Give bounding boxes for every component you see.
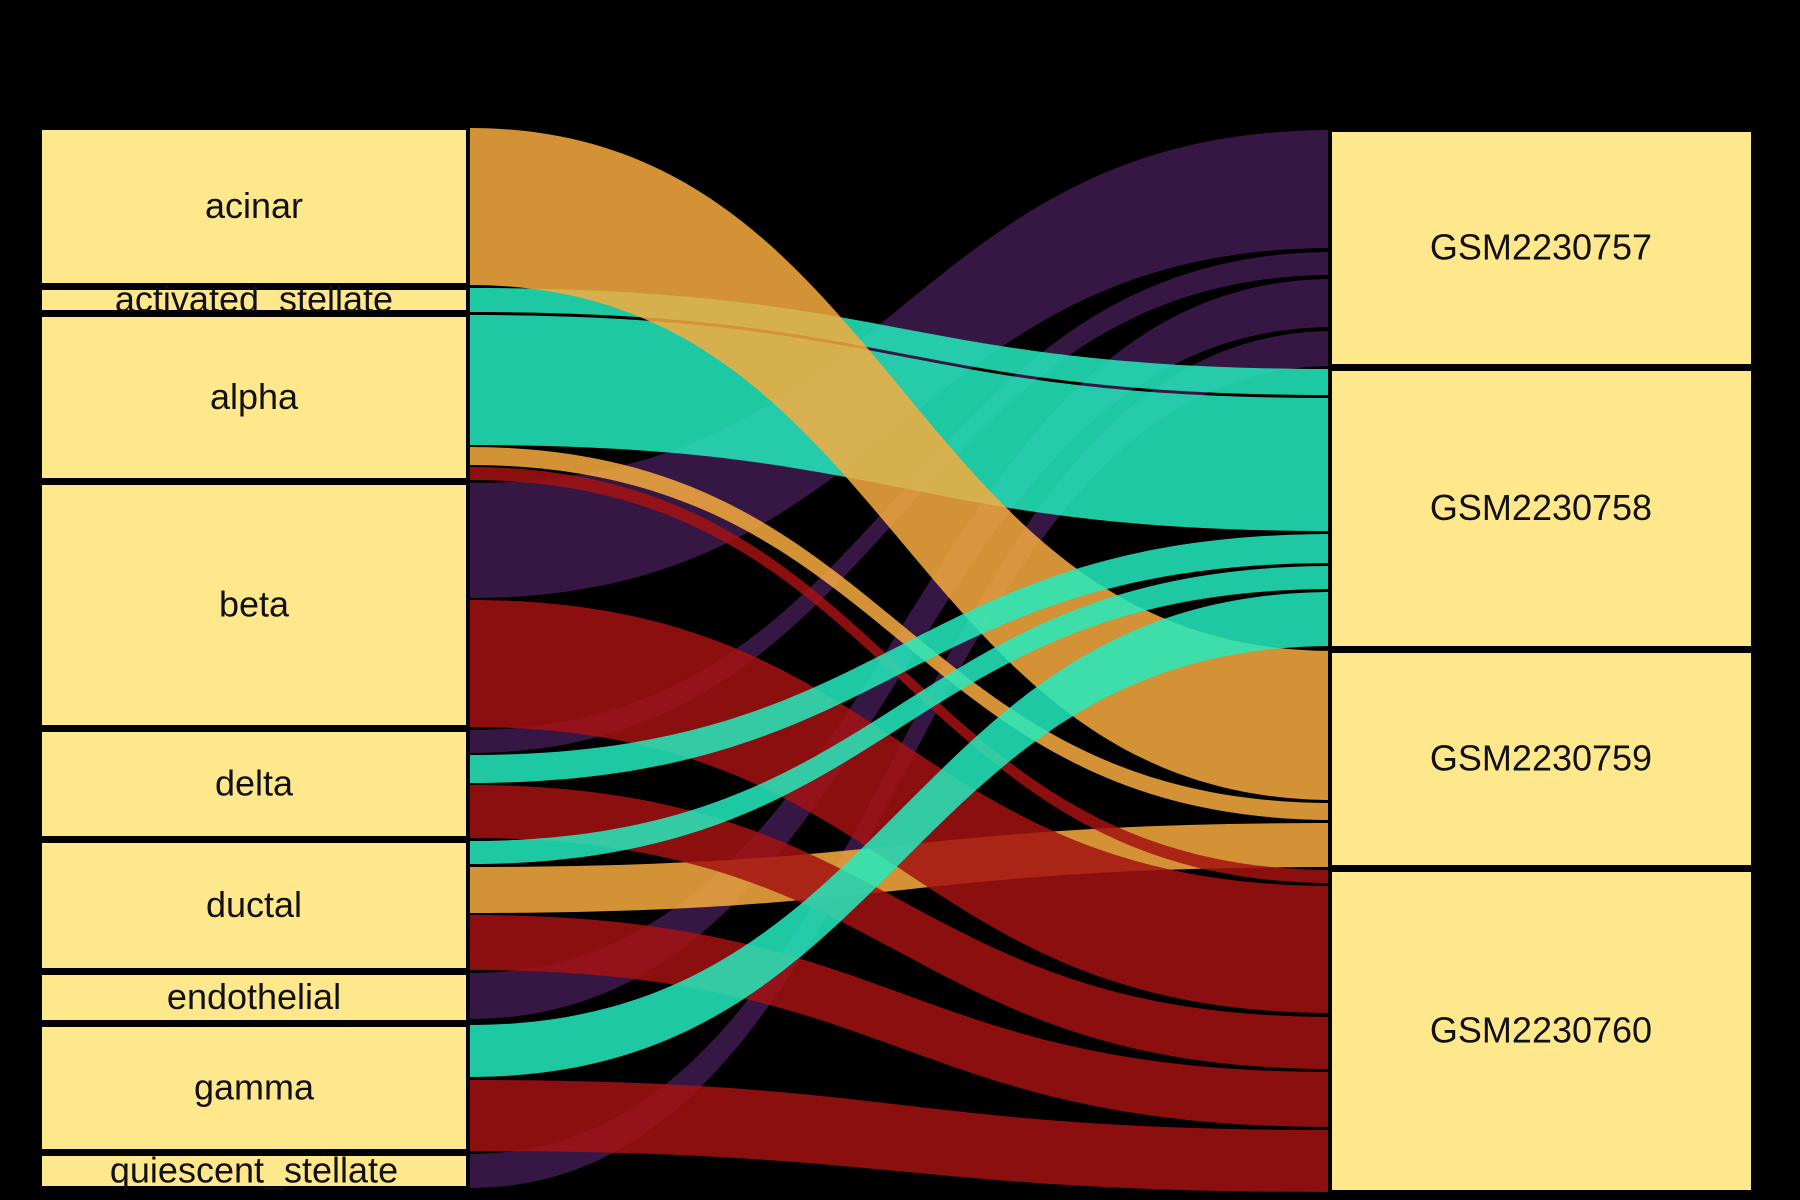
sankey-node-label-GSM2230757: GSM2230757 <box>1430 227 1652 268</box>
sankey-node-label-endothelial: endothelial <box>167 976 341 1017</box>
sankey-node-GSM2230759[interactable] <box>1328 649 1755 869</box>
sankey-node-label-acinar: acinar <box>205 185 303 226</box>
sankey-node-acinar[interactable] <box>38 126 470 287</box>
sankey-node-GSM2230757[interactable] <box>1328 128 1755 368</box>
sankey-node-alpha[interactable] <box>38 313 470 482</box>
sankey-link-delta-GSM2230760[interactable] <box>470 785 1334 1069</box>
sankey-node-delta[interactable] <box>38 728 470 840</box>
sankey-node-activated_stellate[interactable] <box>38 286 470 314</box>
sankey-node-gamma[interactable] <box>38 1023 470 1153</box>
sankey-node-quiescent_stellate[interactable] <box>38 1152 470 1190</box>
sankey-node-label-GSM2230760: GSM2230760 <box>1430 1010 1652 1051</box>
sankey-link-alpha-GSM2230760[interactable] <box>470 467 1334 883</box>
sankey-node-label-activated_stellate: activated_stellate <box>115 279 393 320</box>
sankey-link-delta-GSM2230758[interactable] <box>470 534 1334 783</box>
sankey-node-beta[interactable] <box>38 481 470 729</box>
sankey-node-label-GSM2230759: GSM2230759 <box>1430 738 1652 779</box>
sankey-node-label-quiescent_stellate: quiescent_stellate <box>110 1150 398 1191</box>
sankey-node-label-delta: delta <box>215 763 294 804</box>
sankey-node-label-beta: beta <box>219 584 290 625</box>
sankey-link-acinar-GSM2230759[interactable] <box>470 128 1334 800</box>
sankey-link-ductal-GSM2230760[interactable] <box>470 915 1334 1127</box>
sankey-node-ductal[interactable] <box>38 839 470 972</box>
sankey-node-endothelial[interactable] <box>38 971 470 1024</box>
sankey-node-GSM2230760[interactable] <box>1328 868 1755 1194</box>
sankey-node-label-ductal: ductal <box>206 884 302 925</box>
sankey-link-beta-GSM2230760[interactable] <box>470 600 1334 1013</box>
sankey-node-label-gamma: gamma <box>194 1067 315 1108</box>
sankey-node-label-GSM2230758: GSM2230758 <box>1430 487 1652 528</box>
sankey-link-ductal-GSM2230758[interactable] <box>470 566 1334 864</box>
sankey-link-gamma-GSM2230758[interactable] <box>470 592 1334 1077</box>
sankey-node-label-alpha: alpha <box>210 376 299 417</box>
sankey-link-gamma-GSM2230760[interactable] <box>470 1080 1334 1192</box>
sankey-node-GSM2230758[interactable] <box>1328 367 1755 650</box>
sankey-link-alpha-GSM2230759[interactable] <box>470 447 1334 820</box>
sankey-links <box>470 128 1334 1192</box>
